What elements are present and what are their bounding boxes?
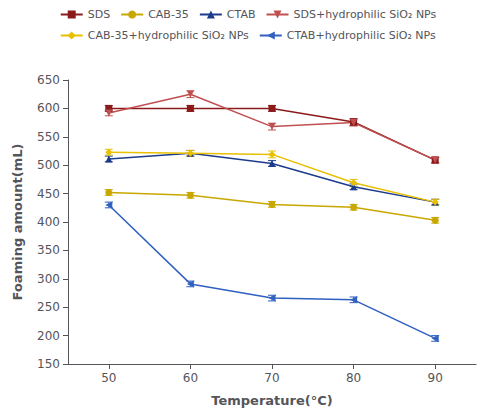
svg-text:150: 150 [37, 357, 60, 371]
svg-text:250: 250 [37, 300, 60, 314]
svg-text:CAB-35: CAB-35 [148, 8, 189, 21]
svg-text:400: 400 [37, 215, 60, 229]
svg-text:300: 300 [37, 272, 60, 286]
svg-text:450: 450 [37, 187, 60, 201]
svg-text:CAB-35+hydrophilic SiO₂ NPs: CAB-35+hydrophilic SiO₂ NPs [88, 29, 249, 42]
svg-text:SDS+hydrophilic SiO₂ NPs: SDS+hydrophilic SiO₂ NPs [293, 8, 436, 21]
svg-text:500: 500 [37, 158, 60, 172]
svg-text:650: 650 [37, 73, 60, 87]
svg-text:Foaming amount(mL): Foaming amount(mL) [10, 144, 25, 301]
svg-text:60: 60 [183, 371, 198, 385]
svg-text:600: 600 [37, 101, 60, 115]
svg-text:Temperature(°C): Temperature(°C) [211, 393, 332, 408]
svg-text:80: 80 [346, 371, 361, 385]
svg-text:CTAB: CTAB [227, 8, 256, 21]
svg-text:90: 90 [428, 371, 443, 385]
svg-text:SDS: SDS [88, 8, 110, 21]
svg-text:200: 200 [37, 329, 60, 343]
svg-text:CTAB+hydrophilic SiO₂ NPs: CTAB+hydrophilic SiO₂ NPs [287, 29, 436, 42]
svg-text:350: 350 [37, 243, 60, 257]
svg-text:70: 70 [264, 371, 279, 385]
svg-text:50: 50 [101, 371, 116, 385]
svg-text:550: 550 [37, 130, 60, 144]
